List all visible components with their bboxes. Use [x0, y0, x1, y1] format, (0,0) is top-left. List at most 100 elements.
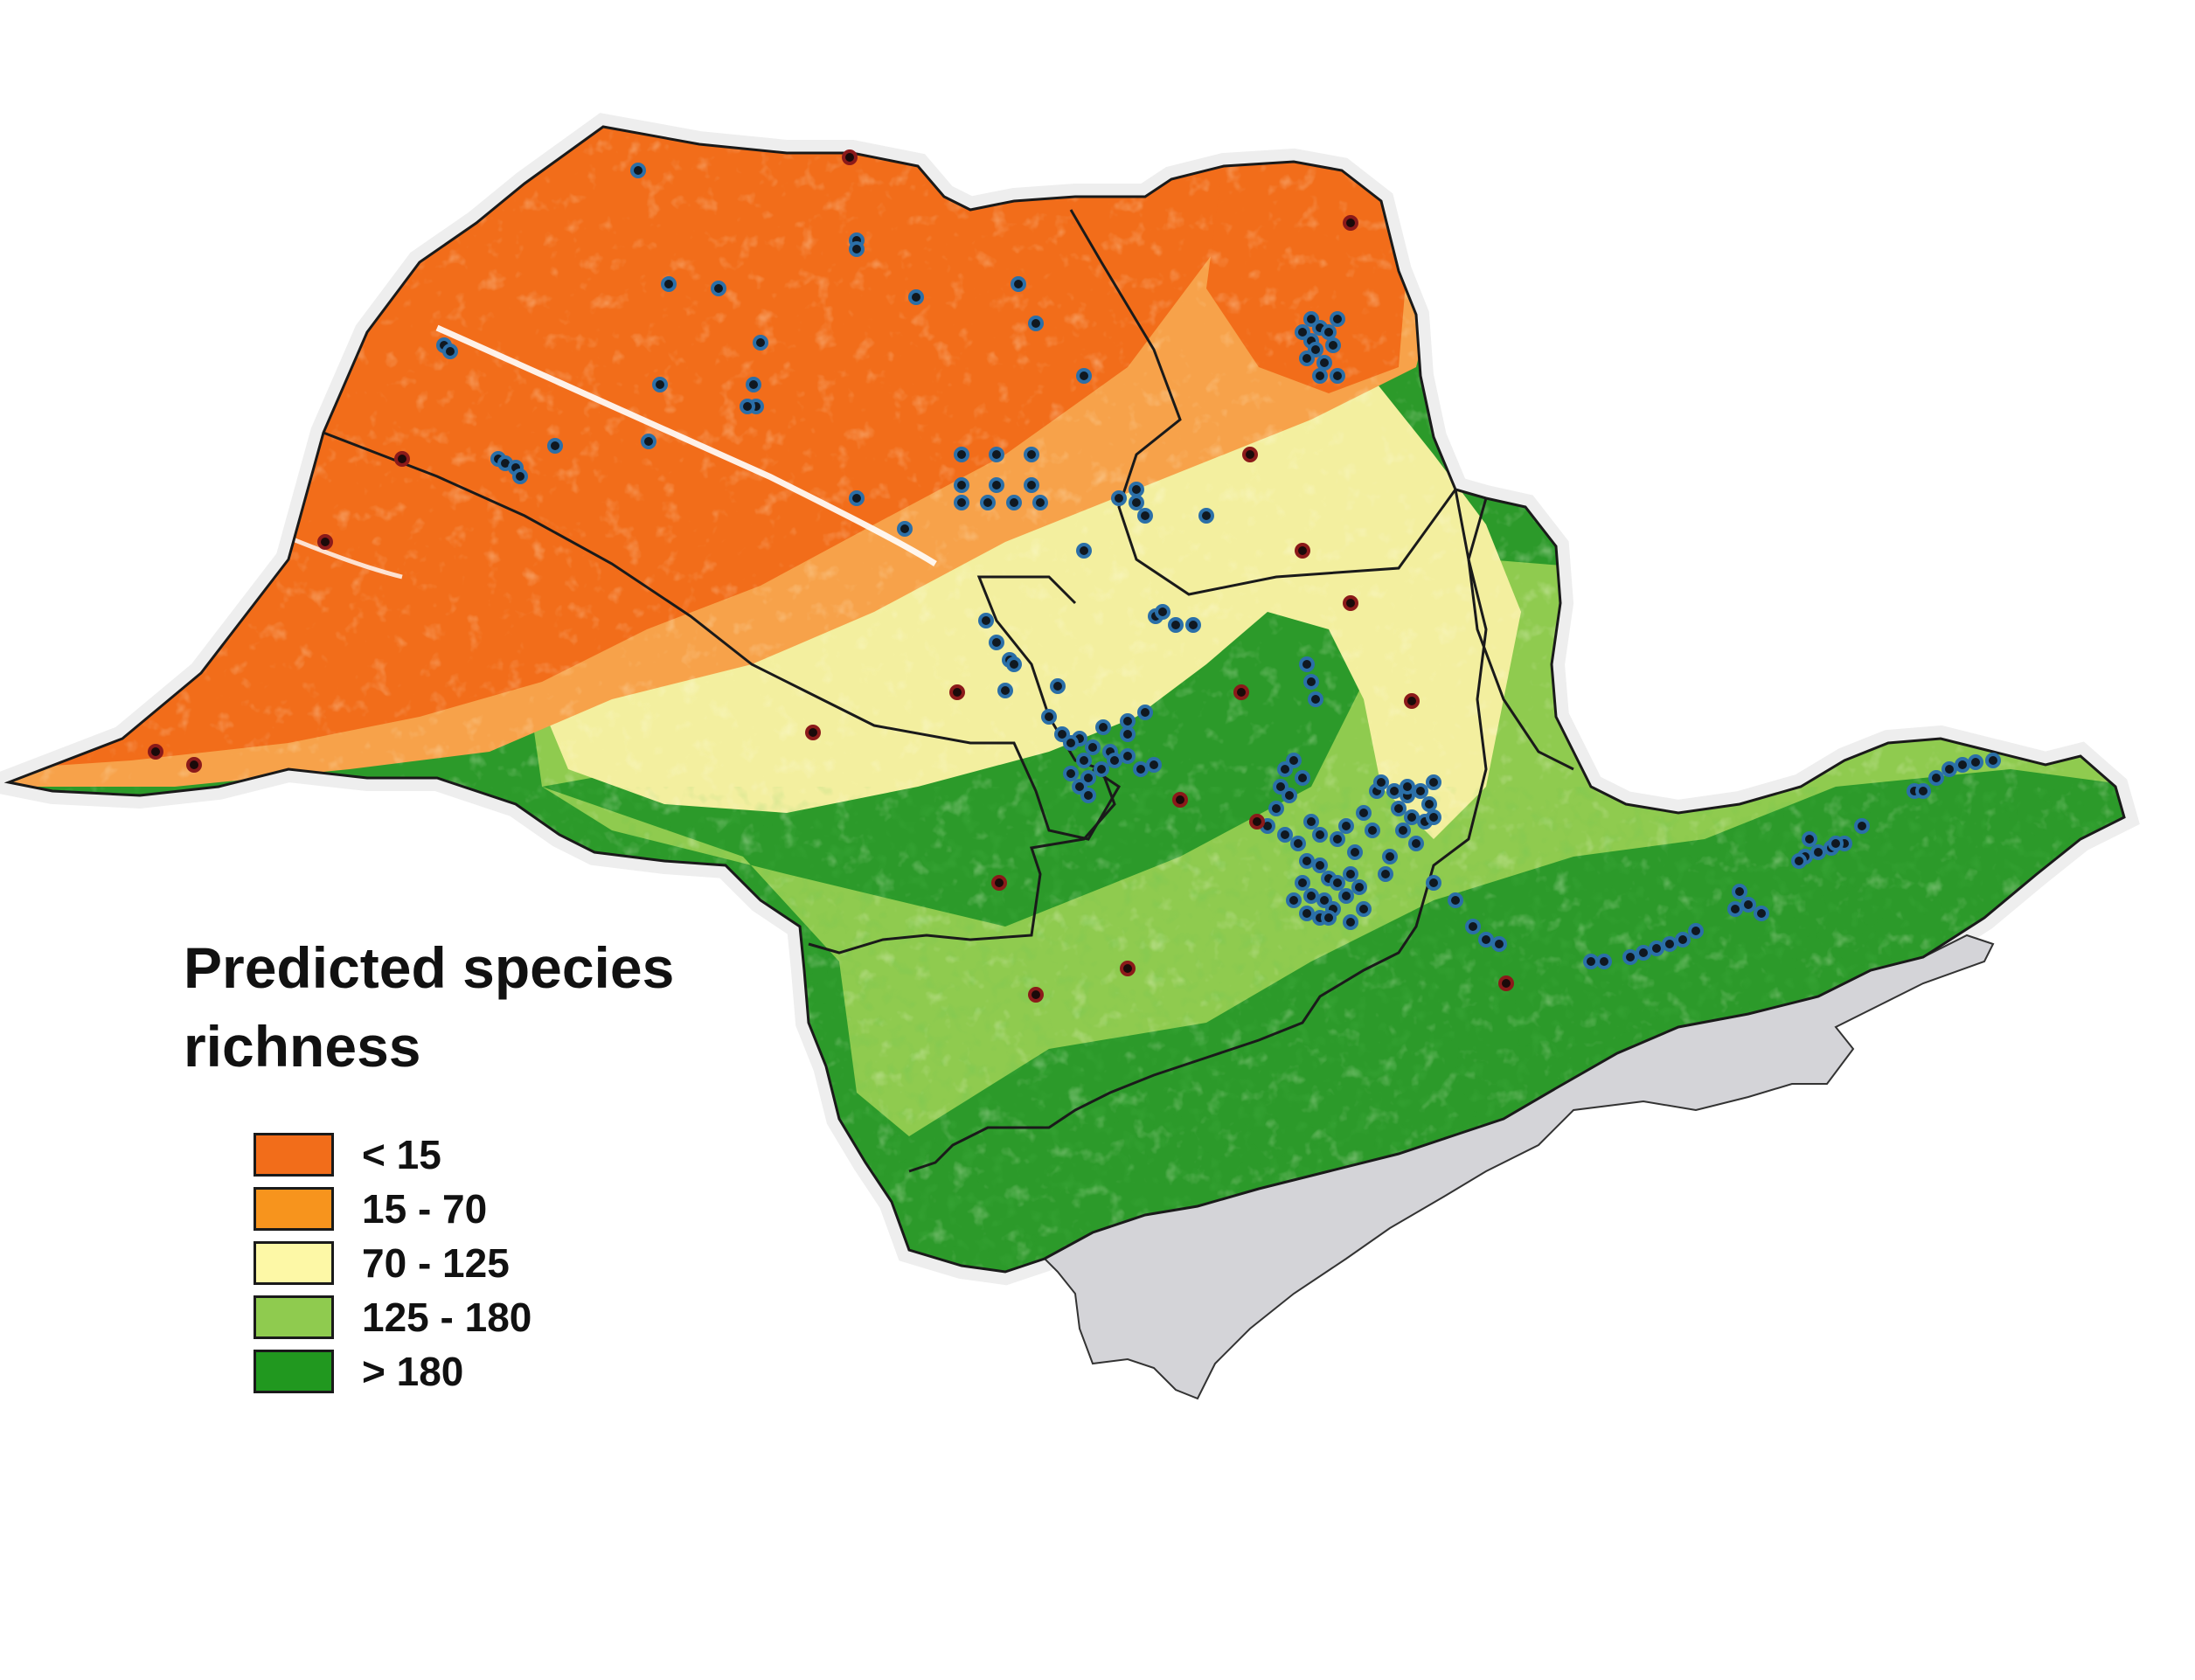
sample-point-red	[1120, 961, 1136, 976]
legend: < 15 15 - 70 70 - 125 125 - 180 > 180	[254, 1128, 531, 1399]
sample-point-blue	[1120, 713, 1136, 729]
sample-point-blue	[1282, 788, 1297, 803]
sample-point-blue	[661, 276, 677, 292]
sample-point-blue	[989, 447, 1004, 462]
sample-point-blue	[1426, 809, 1441, 825]
sample-point-blue	[1316, 355, 1332, 371]
sample-point-blue	[989, 635, 1004, 650]
sample-point-blue	[1373, 774, 1389, 790]
sample-point-blue	[1413, 783, 1428, 799]
sample-point-blue	[1277, 827, 1293, 843]
legend-label-gt180: > 180	[362, 1349, 464, 1394]
state-outline	[3, 125, 2126, 1274]
sample-point-blue	[1133, 761, 1149, 777]
sample-point-blue	[1338, 888, 1354, 904]
sample-point-blue	[1583, 954, 1599, 969]
sample-point-blue	[1378, 866, 1393, 882]
sample-point-blue	[980, 495, 996, 510]
sample-point-blue	[1330, 311, 1345, 327]
sample-point-blue	[1050, 678, 1066, 694]
sample-point-blue	[1382, 849, 1398, 864]
sample-point-blue	[1107, 753, 1122, 768]
legend-swatch-lt15	[254, 1133, 334, 1177]
sample-point-blue	[997, 683, 1013, 698]
sample-point-blue	[1356, 901, 1372, 917]
sample-point-blue	[954, 447, 969, 462]
sample-point-blue	[849, 490, 865, 506]
sample-point-blue	[989, 477, 1004, 493]
sample-point-red	[1028, 987, 1044, 1003]
sample-point-blue	[1041, 709, 1057, 725]
boundary-north-central	[1069, 209, 1457, 596]
sample-point-blue	[1080, 770, 1096, 786]
sample-point-blue	[1155, 604, 1170, 620]
sample-point-blue	[1828, 836, 1844, 851]
sample-point-red	[148, 744, 163, 760]
sample-point-blue	[1356, 805, 1372, 821]
sample-point-blue	[1295, 875, 1310, 891]
sample-point-blue	[1286, 753, 1302, 768]
river-line-west	[288, 535, 403, 580]
sample-point-blue	[1303, 888, 1319, 904]
legend-item-gt180: > 180	[254, 1344, 531, 1399]
sample-point-blue	[1299, 906, 1315, 921]
sample-point-blue	[1688, 923, 1704, 939]
sample-point-blue	[1312, 857, 1328, 873]
sample-point-red	[1172, 792, 1188, 808]
boundary-central-east	[908, 489, 1488, 1173]
sample-point-blue	[1120, 748, 1136, 764]
sample-point-red	[1233, 684, 1249, 700]
sample-point-blue	[1854, 818, 1870, 834]
sample-point-blue	[1006, 656, 1022, 672]
legend-item-70-125: 70 - 125	[254, 1236, 531, 1290]
sample-point-blue	[1649, 941, 1664, 956]
sample-point-blue	[1391, 801, 1407, 816]
sample-point-blue	[1295, 324, 1310, 340]
sample-point-blue	[1351, 879, 1367, 895]
sample-point-blue	[1330, 875, 1345, 891]
sample-point-blue	[1076, 753, 1092, 768]
sample-point-blue	[1636, 945, 1651, 961]
sample-point-blue	[1080, 788, 1096, 803]
sample-point-blue	[1754, 906, 1769, 921]
sample-point-blue	[1338, 818, 1354, 834]
boundary-central-west	[808, 575, 1116, 955]
sample-point-blue	[1325, 337, 1341, 353]
sample-point-blue	[1295, 770, 1310, 786]
sample-point-blue	[1622, 949, 1638, 965]
sample-point-red	[186, 757, 202, 773]
sample-point-blue	[753, 335, 768, 351]
legend-label-125-180: 125 - 180	[362, 1295, 532, 1340]
sample-point-blue	[1465, 919, 1481, 934]
sample-point-blue	[1085, 739, 1101, 755]
sample-point-blue	[1277, 761, 1293, 777]
legend-title-line1: Predicted species	[184, 935, 675, 1000]
sample-point-blue	[630, 163, 646, 178]
sample-point-red	[1242, 447, 1258, 462]
legend-swatch-125-180	[254, 1295, 334, 1339]
legend-item-125-180: 125 - 180	[254, 1290, 531, 1344]
sample-point-red	[1343, 595, 1358, 611]
sample-point-blue	[1347, 844, 1363, 860]
sample-point-blue	[1426, 774, 1441, 790]
sample-point-blue	[1740, 897, 1756, 913]
sample-point-blue	[740, 399, 755, 414]
sample-point-blue	[954, 477, 969, 493]
sample-point-blue	[1273, 779, 1289, 795]
sample-point-blue	[1404, 809, 1420, 825]
sample-point-blue	[746, 377, 761, 392]
sample-point-blue	[1491, 936, 1507, 952]
sample-point-blue	[978, 613, 994, 628]
sample-point-blue	[1129, 495, 1144, 510]
sample-point-blue	[1063, 766, 1079, 781]
sample-point-blue	[954, 495, 969, 510]
sample-point-red	[991, 875, 1007, 891]
sample-point-blue	[547, 438, 563, 454]
legend-label-lt15: < 15	[362, 1132, 441, 1177]
sample-point-blue	[1810, 844, 1826, 860]
legend-swatch-gt180	[254, 1350, 334, 1393]
sample-point-blue	[1095, 719, 1111, 735]
sample-point-blue	[1024, 477, 1039, 493]
